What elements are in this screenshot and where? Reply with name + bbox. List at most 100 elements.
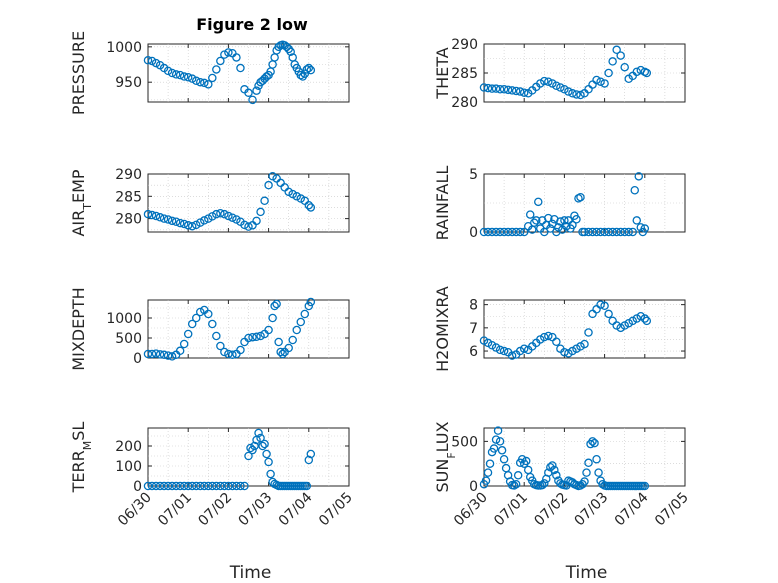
data-point <box>151 58 161 68</box>
data-point <box>630 185 640 195</box>
data-point <box>596 77 605 86</box>
data-point <box>495 84 505 94</box>
data-point <box>600 79 609 88</box>
data-point <box>200 78 209 88</box>
data-point <box>276 347 285 357</box>
data-point <box>220 481 229 491</box>
data-point <box>224 48 233 57</box>
plot-area <box>147 299 350 359</box>
data-point <box>604 309 613 319</box>
y-tick-label: 200 <box>115 439 142 455</box>
y-axis-label: SUNFLUX <box>433 421 458 492</box>
data-point <box>495 227 505 237</box>
data-point <box>260 439 269 449</box>
data-point <box>483 227 493 237</box>
data-point <box>264 325 273 335</box>
data-point <box>540 479 549 488</box>
data-point <box>491 435 501 444</box>
y-tick-label: 280 <box>115 212 142 228</box>
data-point <box>272 299 281 309</box>
data-point <box>483 468 493 477</box>
data-point <box>540 76 549 86</box>
series-sun_flux <box>479 426 650 491</box>
data-point <box>264 457 273 467</box>
data-point <box>244 333 253 343</box>
y-tick-label: 0 <box>469 225 478 241</box>
data-point <box>244 88 253 98</box>
data-point <box>540 332 549 342</box>
data-point <box>232 53 241 62</box>
data-point <box>493 426 503 435</box>
y-tick-label: 950 <box>115 75 142 91</box>
data-point <box>252 86 261 95</box>
data-point <box>143 481 153 491</box>
data-point <box>266 469 275 479</box>
data-point <box>640 224 650 233</box>
data-point <box>155 481 165 491</box>
data-point <box>179 481 189 491</box>
data-point <box>196 307 205 317</box>
data-point <box>582 468 591 477</box>
series-h2omixra <box>479 300 652 360</box>
data-point <box>167 481 177 491</box>
data-point <box>588 227 597 237</box>
data-point <box>507 86 517 95</box>
data-point <box>515 227 525 237</box>
data-point <box>248 445 257 455</box>
data-point <box>151 211 161 221</box>
data-point <box>187 319 197 329</box>
data-point <box>296 70 306 80</box>
data-point <box>499 227 509 237</box>
data-point <box>552 471 561 480</box>
data-point <box>224 211 233 221</box>
data-point <box>216 209 225 218</box>
data-point <box>592 454 601 464</box>
data-point <box>252 216 261 226</box>
data-point <box>608 57 617 66</box>
data-point <box>212 209 221 219</box>
data-point <box>179 72 189 81</box>
data-point <box>191 313 201 323</box>
data-point <box>302 65 312 74</box>
data-point <box>155 213 165 222</box>
data-point <box>212 65 221 74</box>
data-point <box>306 203 316 212</box>
data-point <box>499 346 509 356</box>
data-point <box>479 83 489 92</box>
data-point <box>163 481 173 491</box>
data-point <box>208 73 217 83</box>
data-point <box>246 443 255 453</box>
data-point <box>604 227 613 237</box>
data-point <box>624 227 633 237</box>
figure-title: Figure 2 low <box>196 15 308 34</box>
data-point <box>240 481 249 491</box>
data-point <box>304 63 314 73</box>
x-axis-label: Time <box>565 563 608 583</box>
y-tick-label: 0 <box>133 479 142 495</box>
data-point <box>256 207 265 217</box>
data-point <box>544 77 553 86</box>
data-point <box>576 90 585 100</box>
data-point <box>187 74 197 83</box>
y-tick-label: 1000 <box>106 40 142 56</box>
data-point <box>503 227 513 237</box>
series-pressure <box>143 40 316 105</box>
data-point <box>532 216 541 225</box>
data-point <box>212 481 221 491</box>
data-point <box>636 223 646 232</box>
data-point <box>183 72 193 82</box>
data-point <box>544 331 553 341</box>
data-point <box>143 349 153 359</box>
data-point <box>204 309 213 319</box>
data-point <box>260 196 269 206</box>
data-point <box>258 441 267 451</box>
y-axis-label: MIXDEPTH <box>69 287 88 370</box>
data-point <box>220 209 229 219</box>
data-point <box>640 481 650 491</box>
data-point <box>208 481 217 491</box>
data-point <box>487 227 497 237</box>
data-point <box>632 216 642 225</box>
data-point <box>584 458 593 468</box>
